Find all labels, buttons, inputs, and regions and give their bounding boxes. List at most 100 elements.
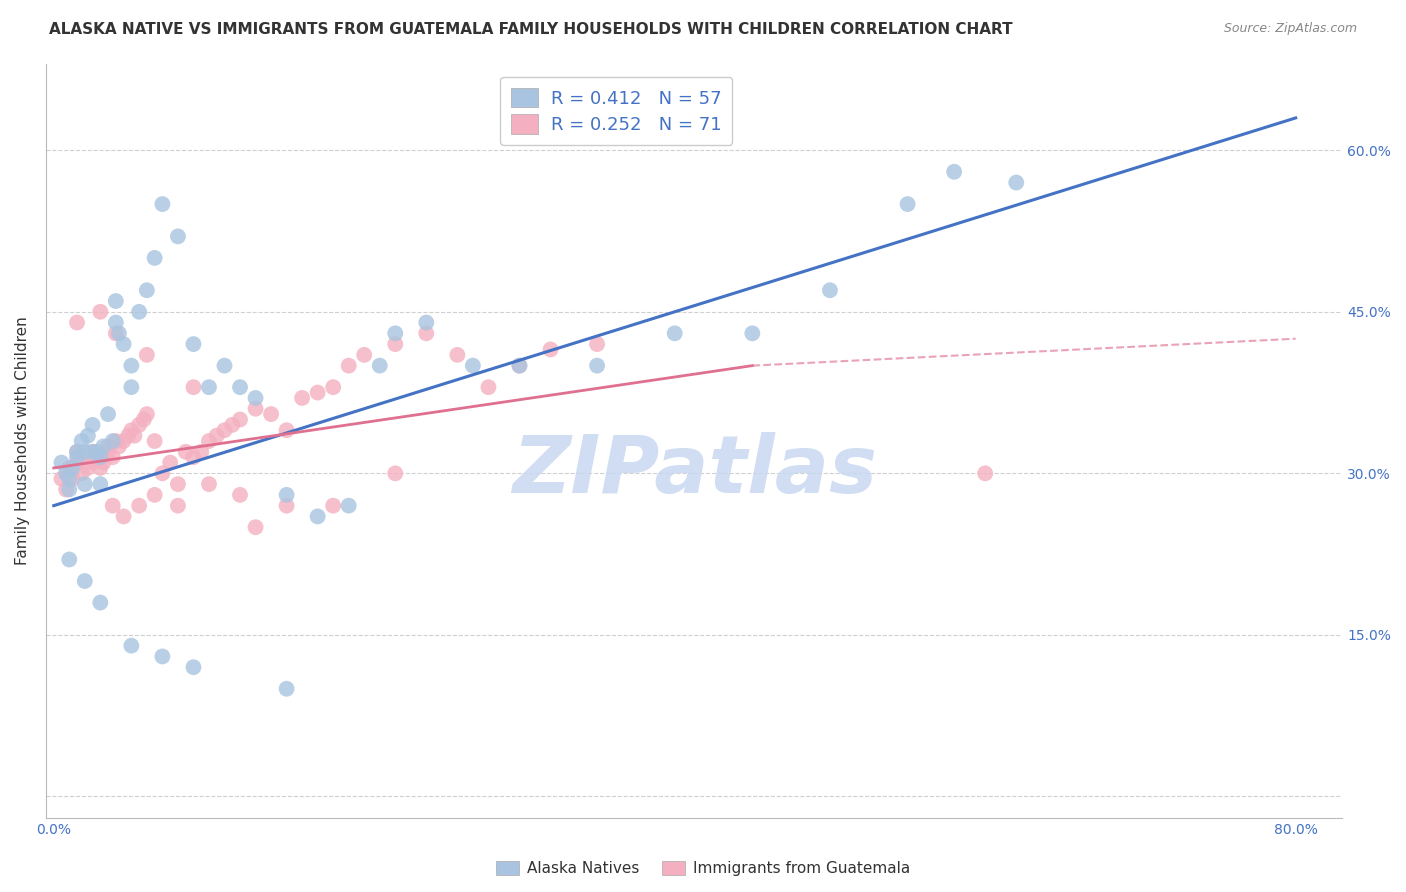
Point xyxy=(124,428,146,442)
Point xyxy=(66,456,89,470)
Point xyxy=(190,445,212,459)
Y-axis label: Family Households with Children: Family Households with Children xyxy=(15,317,30,566)
Point xyxy=(108,439,131,453)
Point xyxy=(112,337,135,351)
Point xyxy=(167,229,190,244)
Point xyxy=(276,423,298,437)
Point xyxy=(540,343,562,357)
Point xyxy=(276,499,298,513)
Point xyxy=(245,391,267,405)
Point xyxy=(77,461,100,475)
Point xyxy=(66,450,89,465)
Point xyxy=(101,499,124,513)
Point xyxy=(368,359,391,373)
Point xyxy=(82,456,104,470)
Legend: R = 0.412   N = 57, R = 0.252   N = 71: R = 0.412 N = 57, R = 0.252 N = 71 xyxy=(501,77,733,145)
Point xyxy=(112,509,135,524)
Point xyxy=(66,316,89,330)
Point xyxy=(276,488,298,502)
Point xyxy=(104,293,127,308)
Point xyxy=(741,326,763,341)
Point xyxy=(108,326,131,341)
Point xyxy=(51,472,73,486)
Point xyxy=(104,326,127,341)
Text: ZIPatlas: ZIPatlas xyxy=(512,433,876,510)
Point xyxy=(229,488,252,502)
Point xyxy=(89,596,111,610)
Point xyxy=(101,450,124,465)
Point xyxy=(322,380,344,394)
Point xyxy=(66,445,89,459)
Point xyxy=(89,305,111,319)
Point xyxy=(58,472,80,486)
Point xyxy=(152,197,174,211)
Point xyxy=(101,434,124,448)
Point xyxy=(82,417,104,432)
Point xyxy=(229,412,252,426)
Point xyxy=(73,477,96,491)
Point xyxy=(86,450,108,465)
Point xyxy=(477,380,499,394)
Point xyxy=(229,380,252,394)
Point xyxy=(508,359,530,373)
Point xyxy=(198,477,221,491)
Point xyxy=(70,434,93,448)
Point xyxy=(307,385,329,400)
Point xyxy=(97,407,120,421)
Point xyxy=(73,450,96,465)
Point xyxy=(307,509,329,524)
Point xyxy=(183,660,205,674)
Point xyxy=(337,499,360,513)
Point xyxy=(152,467,174,481)
Point xyxy=(89,450,111,465)
Point xyxy=(104,316,127,330)
Point xyxy=(152,649,174,664)
Point xyxy=(384,326,406,341)
Point xyxy=(198,434,221,448)
Point xyxy=(384,337,406,351)
Point xyxy=(112,434,135,448)
Point xyxy=(117,428,139,442)
Text: Source: ZipAtlas.com: Source: ZipAtlas.com xyxy=(1223,22,1357,36)
Point xyxy=(128,499,150,513)
Point xyxy=(77,428,100,442)
Point xyxy=(183,380,205,394)
Point xyxy=(198,380,221,394)
Point xyxy=(73,445,96,459)
Legend: Alaska Natives, Immigrants from Guatemala: Alaska Natives, Immigrants from Guatemal… xyxy=(491,855,915,882)
Point xyxy=(89,477,111,491)
Point xyxy=(205,428,228,442)
Point xyxy=(143,251,166,265)
Point xyxy=(93,456,115,470)
Point xyxy=(132,412,155,426)
Point xyxy=(55,483,77,497)
Point xyxy=(245,520,267,534)
Point xyxy=(66,445,89,459)
Point xyxy=(135,348,157,362)
Point xyxy=(446,348,468,362)
Point xyxy=(415,326,437,341)
Point xyxy=(337,359,360,373)
Point xyxy=(89,461,111,475)
Point xyxy=(322,499,344,513)
Point xyxy=(214,423,236,437)
Point xyxy=(664,326,686,341)
Point xyxy=(384,467,406,481)
Point xyxy=(82,445,104,459)
Point xyxy=(89,450,111,465)
Point xyxy=(586,337,609,351)
Point xyxy=(97,439,120,453)
Point xyxy=(128,305,150,319)
Point xyxy=(58,552,80,566)
Point xyxy=(508,359,530,373)
Point xyxy=(135,407,157,421)
Point xyxy=(86,445,108,459)
Point xyxy=(221,417,243,432)
Point xyxy=(55,467,77,481)
Point xyxy=(276,681,298,696)
Point xyxy=(120,359,142,373)
Point xyxy=(58,483,80,497)
Point xyxy=(128,417,150,432)
Point xyxy=(143,488,166,502)
Point xyxy=(586,359,609,373)
